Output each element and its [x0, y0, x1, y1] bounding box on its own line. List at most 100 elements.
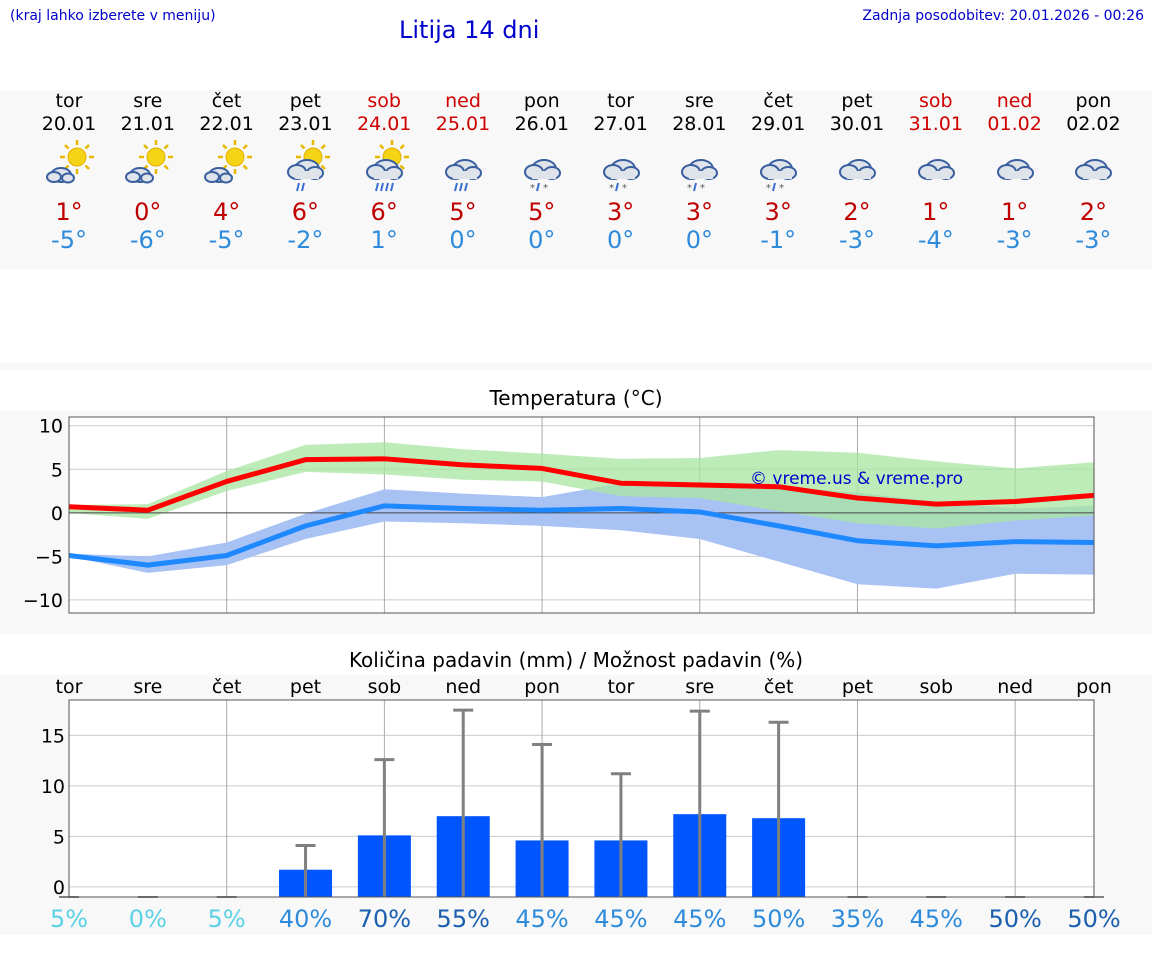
temp-max: 1° — [922, 198, 950, 226]
svg-text:*: * — [687, 183, 692, 194]
temp-min: -3° — [1075, 226, 1112, 254]
min-temp-line — [68, 503, 1095, 568]
svg-text:*: * — [530, 183, 535, 194]
page-title: Litija 14 dni — [399, 16, 540, 44]
svg-text:*: * — [543, 183, 548, 194]
temp-min: -5° — [208, 226, 245, 254]
x-tick-label: ned — [997, 676, 1033, 698]
temp-min: -1° — [760, 226, 797, 254]
temp-min: -6° — [129, 226, 166, 254]
temperature-chart-title: Temperatura (°C) — [489, 386, 663, 410]
temp-max: 2° — [1079, 198, 1108, 226]
daily-forecast-strip: tor 20.01 1° -5° sre 21.01 0° -6° čet 22.01 4° -5° p… — [0, 90, 1152, 270]
y-tick-label: −10 — [23, 590, 63, 612]
temp-max: 1° — [1000, 198, 1029, 226]
sun-cloud-icon — [30, 136, 108, 198]
x-tick-label: ned — [445, 676, 481, 698]
cloud-icon — [976, 136, 1054, 198]
cloud-sleet-icon: * * — [503, 136, 581, 198]
temp-max: 1° — [55, 198, 83, 226]
day-forecast: ned 25.01 5° 0° — [424, 90, 502, 254]
precip-probability-label: 35% — [831, 905, 884, 933]
y-tick-label: 5 — [51, 459, 63, 481]
day-date: 02.02 — [1066, 113, 1121, 135]
precip-probability-label: 45% — [515, 905, 568, 933]
cloud-rain-icon — [424, 136, 502, 198]
day-forecast: pon 26.01 * * 5° 0° — [503, 90, 581, 254]
day-name: pet — [289, 90, 321, 112]
precip-probability-label: 40% — [279, 905, 332, 933]
y-tick-label: 0 — [51, 503, 63, 525]
day-name: sob — [367, 90, 401, 112]
svg-text:*: * — [609, 183, 614, 194]
precip-probability-label: 45% — [594, 905, 647, 933]
day-name: sre — [684, 90, 714, 112]
day-forecast: pet 30.01 2° -3° — [818, 90, 896, 254]
divider — [0, 362, 1152, 370]
temp-min: -3° — [996, 226, 1033, 254]
day-name: pon — [523, 90, 560, 112]
day-forecast: tor 20.01 1° -5° — [30, 90, 108, 254]
x-tick-label: čet — [764, 676, 794, 698]
temp-max: 2° — [843, 198, 871, 226]
temp-max: 6° — [291, 198, 320, 226]
cloud-icon — [1054, 136, 1132, 198]
precip-probability-label: 0% — [129, 905, 167, 933]
temp-min: -5° — [51, 226, 87, 254]
x-tick-label: tor — [56, 676, 83, 698]
plot-frame — [68, 416, 1095, 614]
day-name: čet — [211, 90, 242, 112]
day-date: 25.01 — [435, 113, 491, 135]
day-date: 20.01 — [41, 113, 97, 135]
y-tick-label: 15 — [41, 725, 65, 747]
temp-min: -3° — [839, 226, 875, 254]
day-forecast: ned 01.02 1° -3° — [976, 90, 1054, 254]
x-tick-label: pon — [1076, 676, 1112, 698]
temp-max: 4° — [212, 198, 241, 226]
y-tick-label: −5 — [35, 546, 63, 568]
temp-min: 0° — [606, 226, 635, 254]
day-forecast: sre 21.01 0° -6° — [109, 90, 187, 254]
watermark: © vreme.us & vreme.pro — [750, 469, 963, 489]
day-date: 23.01 — [278, 113, 333, 135]
cloud-sleet-icon: * * — [582, 136, 660, 198]
last-updated: Zadnja posodobitev: 20.01.2026 - 00:26 — [862, 8, 1144, 24]
temp-min: 0° — [685, 226, 714, 254]
temp-min: 0° — [528, 226, 556, 254]
temp-max: 3° — [685, 198, 714, 226]
day-forecast: pet 23.01 6° -2° — [266, 90, 344, 254]
x-tick-label: pet — [842, 676, 873, 698]
cloud-sleet-icon: * * — [739, 136, 817, 198]
precip-probability-label: 45% — [673, 905, 726, 933]
sun-cloud-icon — [188, 136, 266, 198]
cloud-icon — [897, 136, 975, 198]
temp-max: 3° — [764, 198, 792, 226]
x-tick-label: sre — [133, 676, 162, 698]
day-date: 31.01 — [908, 113, 963, 135]
svg-text:*: * — [700, 183, 705, 194]
precip-probability-label: 50% — [1067, 905, 1120, 933]
temp-max: 3° — [606, 198, 635, 226]
y-tick-label: 10 — [39, 416, 63, 438]
precipitation-chart-title: Količina padavin (mm) / Možnost padavin … — [348, 648, 804, 672]
day-name: tor — [55, 90, 83, 112]
sun-cloud-icon — [109, 136, 187, 198]
day-date: 29.01 — [750, 113, 806, 135]
day-forecast: sre 28.01 * * 3° 0° — [660, 90, 738, 254]
precip-probability-label: 55% — [437, 905, 490, 933]
day-forecast: čet 22.01 4° -5° — [188, 90, 266, 254]
sun-cloud-rain-icon — [266, 136, 344, 198]
svg-text:*: * — [622, 183, 627, 194]
day-date: 28.01 — [672, 113, 727, 135]
day-name: pet — [841, 90, 873, 112]
x-tick-label: tor — [607, 676, 634, 698]
temp-max: 5° — [528, 198, 556, 226]
location-hint: (kraj lahko izberete v meniju) — [10, 8, 216, 24]
day-forecast: tor 27.01 * * 3° 0° — [582, 90, 660, 254]
day-date: 26.01 — [514, 113, 569, 135]
day-name: čet — [763, 90, 793, 112]
plot-frame — [68, 699, 1095, 898]
x-tick-label: čet — [212, 676, 242, 698]
y-tick-label: 10 — [41, 776, 65, 798]
